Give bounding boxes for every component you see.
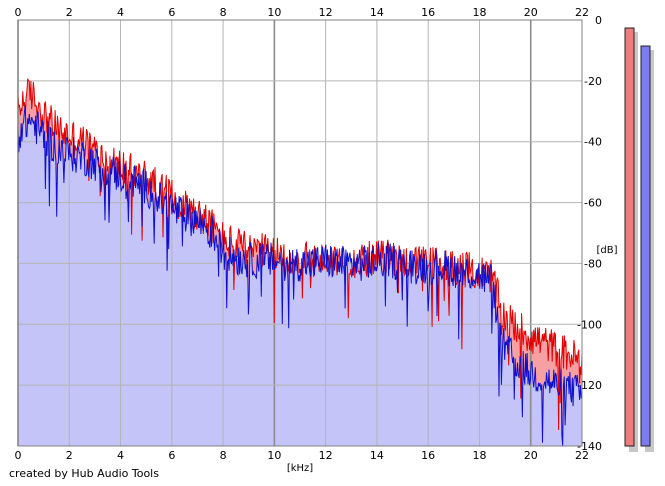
- x-tick-label-bottom: 10: [267, 449, 281, 462]
- x-tick-label-bottom: 6: [168, 449, 175, 462]
- x-tick-label-bottom: 14: [370, 449, 384, 462]
- plot-frame: [17, 19, 583, 447]
- x-tick-label-top: 8: [220, 6, 227, 19]
- x-tick-label-top: 0: [15, 6, 22, 19]
- x-tick-label-top: 2: [66, 6, 73, 19]
- x-tick-label-top: 6: [168, 6, 175, 19]
- y-tick-label: 0: [595, 14, 602, 27]
- y-tick-label: -100: [577, 318, 602, 331]
- x-tick-label-top: 12: [319, 6, 333, 19]
- x-tick-label-bottom: 16: [421, 449, 435, 462]
- x-tick-label-top: 18: [472, 6, 486, 19]
- y-tick-label: -60: [584, 197, 602, 210]
- x-tick-label-bottom: 20: [524, 449, 538, 462]
- y-tick-label: -80: [584, 257, 602, 270]
- x-tick-label-top: 22: [575, 6, 589, 19]
- y-tick-label: -140: [577, 440, 602, 453]
- x-axis-label: [kHz]: [287, 463, 313, 474]
- right-level-meter: [640, 45, 651, 447]
- x-tick-label-top: 10: [267, 6, 281, 19]
- y-axis-label: [dB]: [596, 245, 617, 256]
- x-tick-label-bottom: 2: [66, 449, 73, 462]
- x-tick-label-bottom: 0: [15, 449, 22, 462]
- x-tick-label-top: 14: [370, 6, 384, 19]
- x-tick-label-bottom: 22: [575, 449, 589, 462]
- x-tick-label-top: 16: [421, 6, 435, 19]
- x-tick-label-bottom: 8: [220, 449, 227, 462]
- x-tick-label-bottom: 18: [472, 449, 486, 462]
- left-level-meter: [624, 27, 635, 447]
- right-channel-line: [17, 105, 583, 447]
- x-tick-label-bottom: 12: [319, 449, 333, 462]
- y-tick-label: -20: [584, 75, 602, 88]
- y-tick-label: -40: [584, 136, 602, 149]
- x-tick-label-bottom: 4: [117, 449, 124, 462]
- y-tick-label: -120: [577, 379, 602, 392]
- right-channel-area: [18, 105, 582, 446]
- x-tick-label-top: 20: [524, 6, 538, 19]
- x-tick-label-top: 4: [117, 6, 124, 19]
- credit-text: created by Hub Audio Tools: [9, 467, 159, 480]
